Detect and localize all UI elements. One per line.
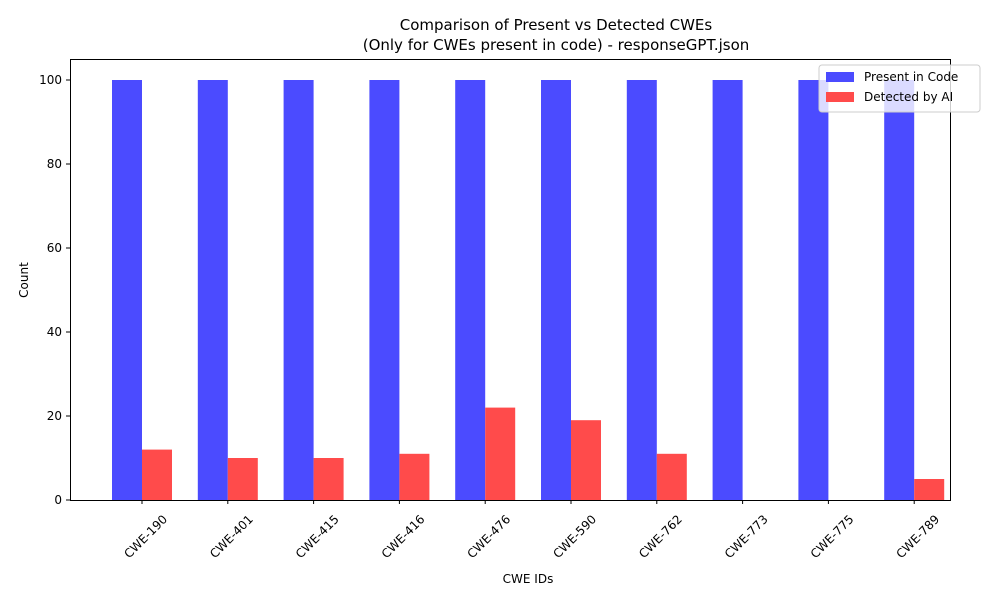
detected-bar-cwe-190 [142,449,172,500]
x-tick-label: CWE-415 [293,512,342,561]
x-tick-label: CWE-590 [550,512,599,561]
x-tick-label: CWE-190 [121,512,170,561]
y-axis: 0 20 40 60 80 100 [39,73,70,507]
legend: Present in Code Detected by AI [818,64,981,113]
detected-bar-cwe-762 [656,453,687,500]
legend-label: Present in Code [864,70,958,84]
legend-label: Detected by AI [864,90,953,104]
y-tick-label: 20 [47,409,62,423]
x-axis-label: CWE IDs [503,572,554,586]
present-bar-cwe-775 [798,80,829,500]
detected-bar-cwe-476 [485,407,516,500]
present-bar-cwe-416 [369,80,400,500]
y-tick-label: 100 [39,73,62,87]
y-tick-label: 80 [47,157,62,171]
present-bar-cwe-401 [197,80,228,500]
present-bar-cwe-415 [283,80,314,500]
x-tick-label: CWE-773 [722,512,771,561]
x-axis: CWE-190 CWE-401 CWE-415 CWE-416 CWE-476 CWE-5… [121,500,942,561]
y-tick-label: 60 [47,241,62,255]
legend-swatch [826,72,854,82]
chart-title-line1: Comparison of Present vs Detected CWEs [400,16,713,34]
x-tick-label: CWE-789 [893,512,942,561]
detected-bar-cwe-415 [313,458,344,500]
y-tick-label: 0 [54,493,62,507]
x-tick-label: CWE-401 [207,512,256,561]
present-bar-cwe-762 [626,80,657,500]
x-tick-label: CWE-416 [379,512,428,561]
detected-bar-cwe-590 [571,420,601,500]
legend-box [818,64,981,113]
detected-bar-cwe-401 [227,458,258,500]
detected-bar-cwe-789 [914,479,945,500]
x-tick-label: CWE-775 [808,512,857,561]
y-axis-label: Count [17,262,31,298]
bars-group [112,80,945,500]
x-tick-label: CWE-476 [464,512,513,561]
x-tick-label: CWE-762 [636,512,685,561]
present-bar-cwe-789 [884,80,915,500]
present-bar-cwe-476 [455,80,486,500]
present-bar-cwe-590 [541,80,571,500]
y-tick-label: 40 [47,325,62,339]
present-bar-cwe-773 [712,80,743,500]
detected-bar-cwe-416 [399,453,430,500]
present-bar-cwe-190 [112,80,142,500]
chart-title-line2: (Only for CWEs present in code) - respon… [363,36,750,54]
plot-frame [70,59,951,501]
legend-swatch [826,92,854,102]
